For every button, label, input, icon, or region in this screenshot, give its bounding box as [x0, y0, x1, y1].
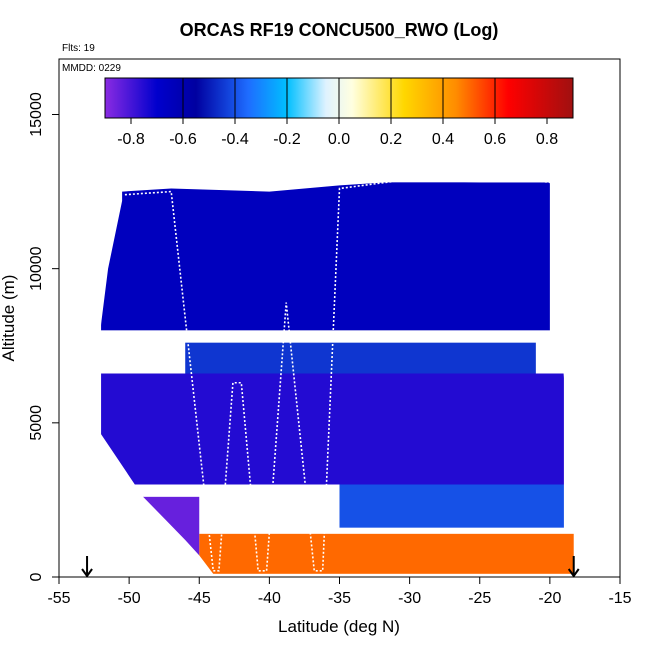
x-tick-label-0: -55: [47, 590, 70, 607]
heatmap-region-4: [199, 533, 574, 574]
colorbar-tick-label-3: -0.2: [273, 131, 301, 148]
x-tick-label-5: -30: [398, 590, 421, 607]
y-tick-label-0: 0: [28, 572, 45, 581]
x-tick-label-7: -20: [538, 590, 561, 607]
flight-track: [124, 175, 550, 572]
chart-title: ORCAS RF19 CONCU500_RWO (Log): [180, 20, 499, 40]
marker-start-head: [81, 568, 93, 578]
heatmap-region-1: [185, 342, 536, 374]
heatmap-region-0: [101, 182, 550, 331]
colorbar-tick-label-8: 0.8: [536, 131, 558, 148]
track-markers: [81, 556, 580, 578]
colorbar-tick-label-6: 0.4: [432, 131, 454, 148]
x-axis-label: Latitude (deg N): [278, 617, 400, 636]
colorbar: -0.8 -0.6 -0.4 -0.2 0.0 0.2 0.4 0.6 0.8: [104, 77, 574, 148]
y-tick-label-3: 15000: [28, 92, 45, 137]
y-axis: 0 5000 10000 15000: [28, 92, 59, 581]
heatmap-region-3: [339, 484, 564, 528]
x-tick-label-3: -40: [258, 590, 281, 607]
flights-annotation: Flts: 19: [62, 43, 95, 54]
colorbar-tick-label-7: 0.6: [484, 131, 506, 148]
x-tick-label-1: -50: [118, 590, 141, 607]
heatmap-region-5: [129, 496, 200, 559]
colorbar-tick-label-2: -0.4: [221, 131, 249, 148]
x-tick-label-2: -45: [188, 590, 211, 607]
x-tick-label-4: -35: [328, 590, 351, 607]
flight-track-line: [124, 175, 550, 572]
y-tick-label-2: 10000: [28, 246, 45, 291]
x-tick-label-8: -15: [608, 590, 631, 607]
curtain-heatmap: [101, 182, 574, 574]
heatmap-region-2: [101, 373, 564, 485]
colorbar-tick-label-4: 0.0: [328, 131, 350, 148]
mmdd-annotation: MMDD: 0229: [62, 63, 121, 74]
colorbar-tick-label-0: -0.8: [117, 131, 145, 148]
x-tick-label-6: -25: [468, 590, 491, 607]
colorbar-tick-label-1: -0.6: [169, 131, 197, 148]
y-tick-label-1: 5000: [28, 405, 45, 441]
y-axis-label: Altitude (m): [0, 275, 18, 362]
x-axis: -55 -50 -45 -40 -35 -30 -25 -20 -15: [47, 577, 632, 607]
marker-end-head: [567, 568, 580, 578]
colorbar-tick-label-5: 0.2: [380, 131, 402, 148]
